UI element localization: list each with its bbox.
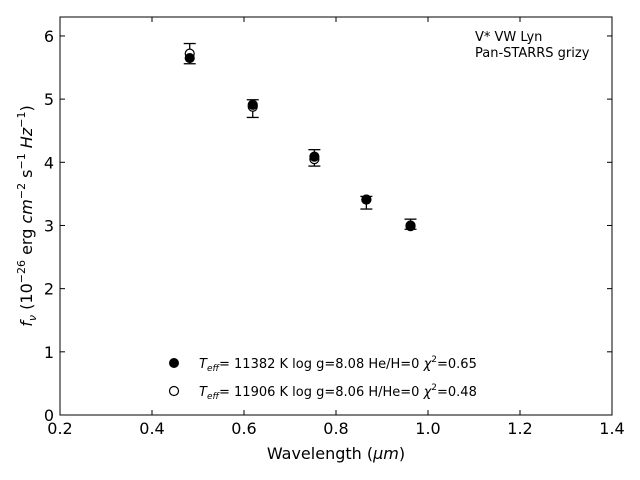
x-tick-label: 0.6 [231,419,256,438]
y-tick-label: 5 [44,90,54,109]
model-point-filled [309,151,320,162]
plot-frame [59,16,613,416]
model-point-filled [361,194,372,205]
model-point-filled [405,221,416,232]
survey-annotation: Pan-STARRS grizy [475,46,590,61]
axis-ticks [59,17,613,416]
x-tick-label: 1.0 [415,419,440,438]
object-name-annotation: V* VW Lyn [475,30,542,45]
legend-entry-1: Teff= 11382 K log g=8.08 He/H=0 χ2=0.65 [199,355,477,374]
x-tick-label: 0.4 [139,419,164,438]
model-point-filled [184,52,195,64]
y-tick-label: 3 [44,216,54,235]
y-tick-label: 1 [44,343,54,362]
legend: Teff= 11382 K log g=8.08 He/H=0 χ2=0.65 … [168,355,477,402]
x-tick-label: 1.2 [507,419,532,438]
y-tick-label: 6 [44,27,54,46]
x-tick-label: 0.2 [47,419,72,438]
y-tick-label: 4 [44,153,54,172]
x-axis-label: Wavelength (μm) [267,444,405,463]
y-tick-label: 2 [44,280,54,299]
legend-marker-filled [169,358,179,368]
model-point-filled [247,99,258,110]
legend-entry-2: Teff= 11906 K log g=8.06 H/He=0 χ2=0.48 [199,383,477,402]
y-tick-label: 0 [44,406,54,425]
data-markers [183,42,417,232]
x-tick-label: 0.8 [323,419,348,438]
tick-labels: 0.2 0.4 0.6 0.8 1.0 1.2 1.4 0 1 2 3 4 5 6 [44,27,625,438]
plot-border [59,16,613,416]
x-tick-label: 1.4 [599,419,624,438]
y-axis-label: fν (10−26 erg cm−2 s−1 Hz−1) [15,105,39,326]
legend-marker-open [168,385,180,397]
